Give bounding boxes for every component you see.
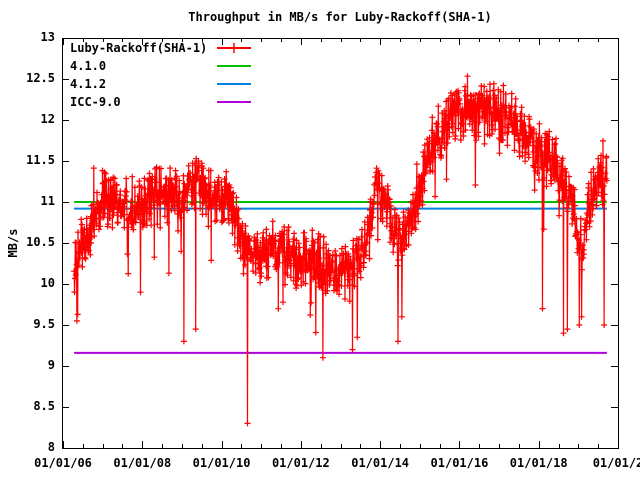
- y-tick-label: 11: [40, 194, 55, 208]
- y-tick-label: 9.5: [33, 317, 55, 331]
- legend-label: 4.1.0: [70, 59, 107, 73]
- y-tick-label: 11.5: [26, 153, 55, 167]
- legend-label: Luby-Rackoff(SHA-1): [70, 41, 208, 55]
- x-tick-label: 01/01/06: [34, 456, 92, 470]
- x-tick-label: 01/01/12: [271, 456, 330, 470]
- x-tick-label: 01/01/14: [351, 456, 410, 470]
- x-tick-label: 01/01/2: [592, 456, 640, 470]
- y-tick-label: 12.5: [26, 71, 55, 85]
- x-tick-label: 01/01/16: [430, 456, 489, 470]
- legend-sample-line-icon: [216, 57, 252, 79]
- legend-label: ICC-9.0: [70, 95, 121, 109]
- y-tick-label: 9: [47, 358, 55, 372]
- y-tick-label: 13: [40, 30, 55, 44]
- x-tick-label: 01/01/10: [192, 456, 251, 470]
- x-tick-label: 01/01/08: [113, 456, 172, 470]
- y-tick-label: 8: [47, 440, 55, 454]
- legend-sample-line-icon: [216, 93, 252, 115]
- legend-sample-line-icon: [216, 39, 252, 61]
- legend-label: 4.1.2: [70, 77, 107, 91]
- x-tick-label: 01/01/18: [509, 456, 568, 470]
- legend-sample-line-icon: [216, 75, 252, 97]
- y-tick-label: 10: [40, 276, 55, 290]
- y-tick-label: 12: [40, 112, 55, 126]
- y-tick-label: 10.5: [26, 235, 55, 249]
- chart-title: Throughput in MB/s for Luby-Rackoff(SHA-…: [188, 10, 492, 24]
- y-tick-label: 8.5: [33, 399, 55, 413]
